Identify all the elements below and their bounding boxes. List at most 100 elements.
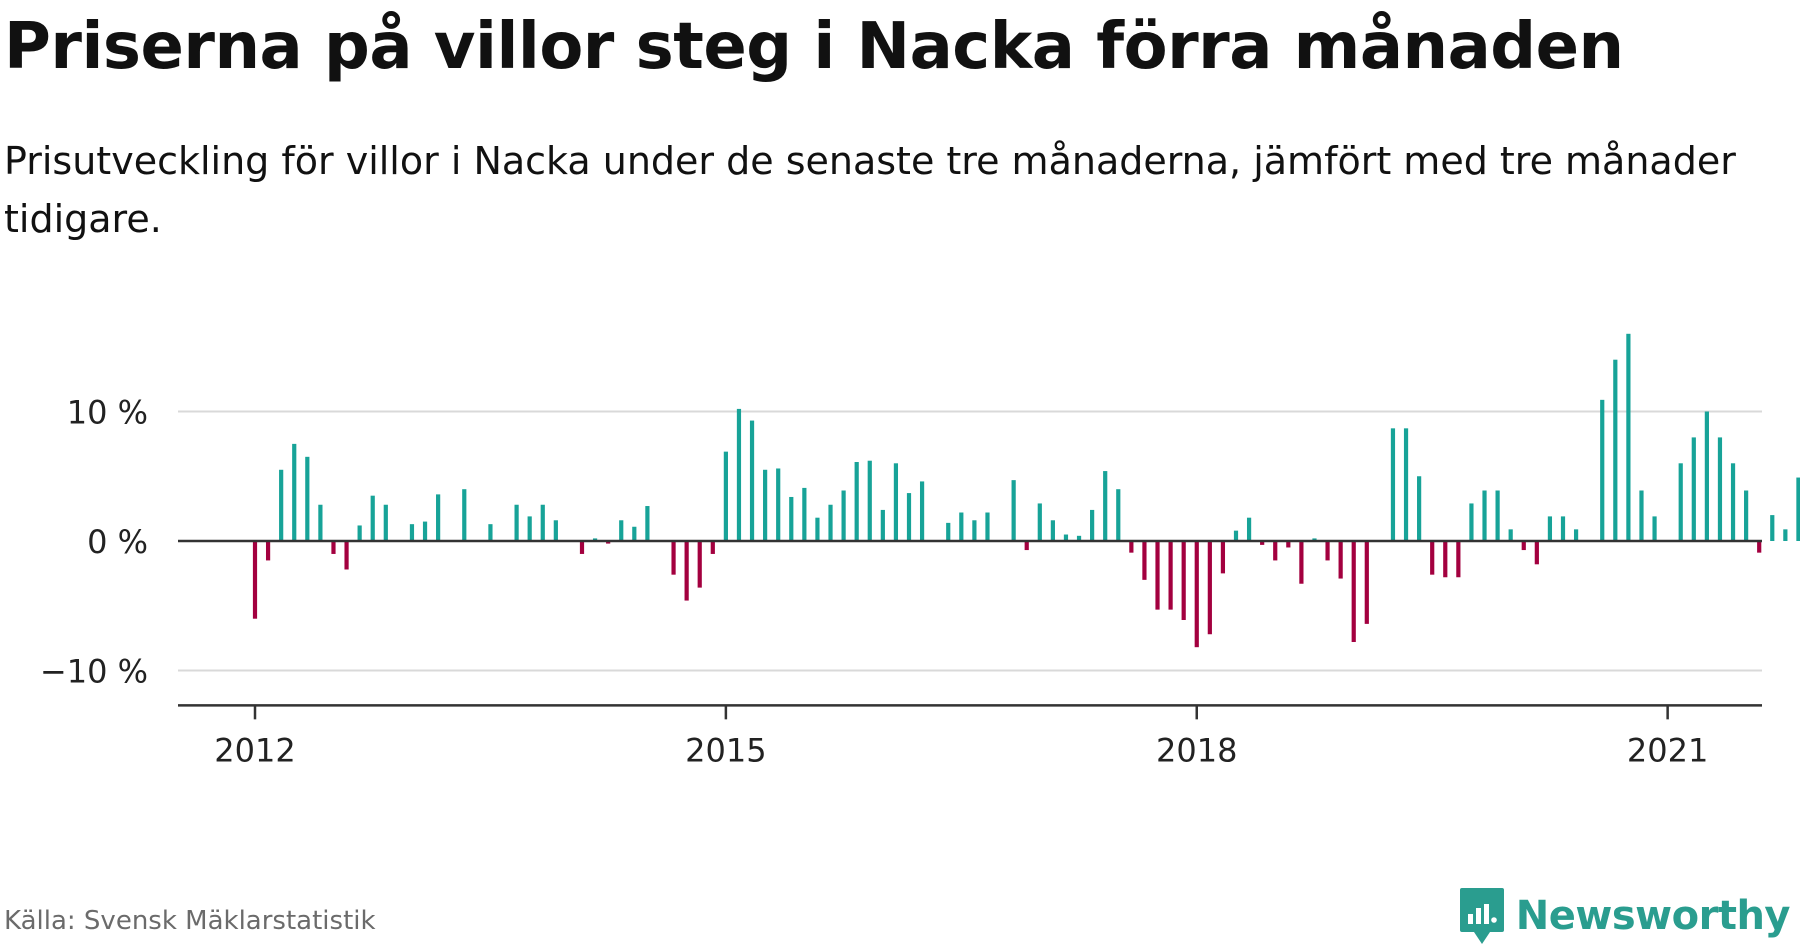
bar [1063, 534, 1069, 541]
brand-name: Newsworthy [1515, 893, 1791, 939]
bar [710, 541, 715, 554]
bar [671, 541, 676, 575]
bar [1090, 509, 1095, 541]
brand-logo[interactable]: Newsworthy [1458, 886, 1791, 946]
bar [1325, 541, 1330, 561]
bar [1456, 541, 1461, 578]
bar [1286, 541, 1291, 548]
bar [1338, 541, 1343, 579]
bar [344, 541, 349, 570]
bar [1129, 541, 1134, 553]
bar [1181, 541, 1186, 620]
bar [1430, 541, 1435, 575]
bar [1207, 541, 1212, 635]
source-note: Källa: Svensk Mäklarstatistik [4, 906, 376, 936]
bar [553, 520, 558, 541]
bar [841, 490, 846, 541]
x-tick-label: 2012 [214, 731, 295, 769]
x-tick-label: 2021 [1627, 731, 1708, 769]
bar [1757, 541, 1762, 553]
bar [1626, 333, 1631, 541]
bar [1050, 520, 1055, 541]
bar [619, 520, 624, 541]
bar [723, 451, 728, 541]
tick-labels: 10 %0 %−10 %201220152018202120232 % [40, 394, 1708, 770]
bar [370, 495, 375, 541]
bar [867, 460, 872, 541]
bar [776, 468, 781, 541]
bar [1351, 541, 1356, 643]
x-tick-label: 2018 [1156, 731, 1237, 769]
bar [409, 524, 415, 541]
bar [1103, 471, 1108, 541]
bar [1403, 428, 1409, 541]
bar [1652, 516, 1657, 541]
axes [178, 539, 1762, 720]
bar [972, 520, 977, 541]
bar [1678, 463, 1683, 541]
bar [684, 541, 689, 601]
bar [802, 487, 807, 541]
chart-title: Priserna på villor steg i Nacka förra må… [4, 10, 1624, 84]
bar [606, 541, 611, 544]
bar [527, 516, 532, 541]
bar [880, 509, 885, 541]
grid-lines [178, 410, 1762, 672]
bar [1717, 437, 1723, 541]
bar [1443, 541, 1448, 578]
y-tick-label: 0 % [87, 523, 148, 561]
bar [1390, 428, 1396, 541]
bar [357, 525, 362, 541]
x-tick-label: 2015 [685, 731, 766, 769]
bar [540, 504, 545, 541]
bar [1547, 516, 1553, 541]
bar [331, 541, 336, 554]
bar [1796, 477, 1800, 541]
bar [1076, 535, 1082, 541]
bar [488, 524, 493, 541]
bar [1417, 476, 1422, 541]
bar [1469, 503, 1474, 541]
bar [1560, 516, 1566, 541]
bars [252, 333, 1800, 648]
y-tick-label: −10 % [40, 653, 148, 691]
bar [514, 504, 519, 541]
bar [632, 526, 637, 541]
bar [422, 521, 428, 541]
bar [1495, 490, 1500, 541]
chart-subtitle: Prisutveckling för villor i Nacka under … [4, 139, 1736, 241]
bar [1312, 538, 1317, 541]
bar [1730, 463, 1736, 541]
bar [906, 493, 912, 541]
bar [645, 506, 650, 541]
bar [1024, 541, 1029, 551]
bar [815, 517, 820, 541]
bar [789, 496, 794, 541]
bar [318, 504, 323, 541]
bar [1168, 541, 1173, 610]
bar [305, 456, 310, 541]
bar [1521, 541, 1526, 551]
bar [1194, 541, 1199, 648]
bar [1704, 411, 1709, 541]
bar [1613, 359, 1618, 541]
bar [1600, 399, 1605, 541]
bar [1142, 541, 1147, 580]
bar [1783, 529, 1788, 541]
bar [1364, 541, 1369, 624]
bar [763, 469, 768, 541]
bar [1011, 480, 1016, 541]
bar [1246, 517, 1252, 541]
chart-badge-icon [1459, 888, 1504, 944]
bar [1482, 490, 1487, 541]
bar [1260, 541, 1265, 545]
bar [579, 541, 585, 554]
bar [919, 481, 925, 541]
bar [252, 541, 258, 619]
bar [279, 469, 284, 541]
bar [697, 541, 702, 588]
bar [1037, 503, 1042, 541]
bar [436, 494, 441, 541]
bar [592, 538, 598, 541]
